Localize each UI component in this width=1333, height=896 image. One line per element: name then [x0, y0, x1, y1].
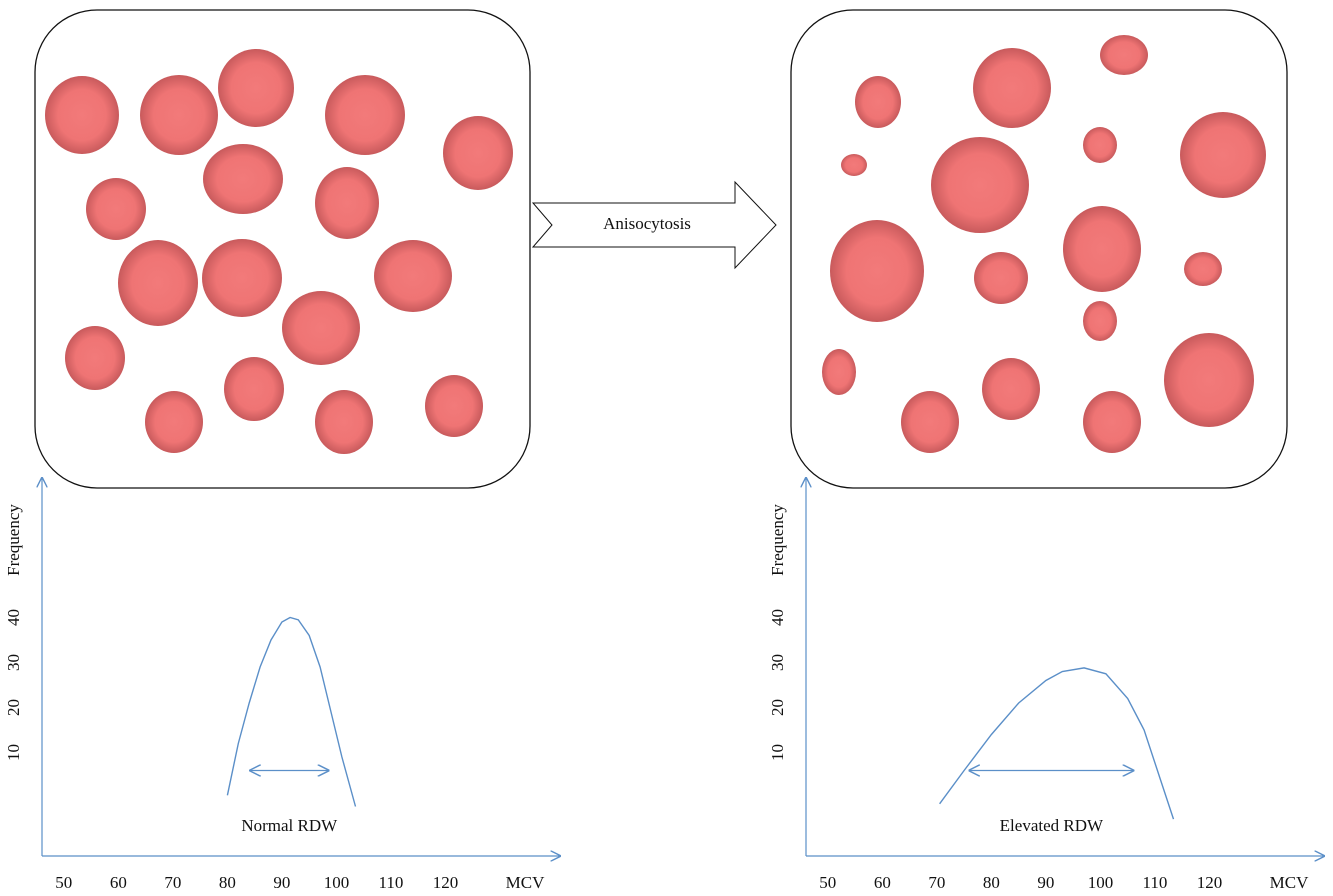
red-blood-cell: [1180, 112, 1266, 198]
red-blood-cell: [1063, 206, 1141, 292]
red-blood-cell: [1184, 252, 1222, 286]
red-blood-cell: [973, 48, 1051, 128]
red-blood-cell: [982, 358, 1040, 420]
red-blood-cell: [218, 49, 294, 127]
y-tick-label: 10: [4, 744, 23, 761]
y-axis-label: Frequency: [4, 504, 23, 576]
x-tick-label: 90: [273, 873, 290, 892]
red-blood-cell: [65, 326, 125, 390]
x-axis-label: MCV: [506, 873, 545, 892]
x-tick-label: 50: [819, 873, 836, 892]
x-tick-label: 110: [379, 873, 404, 892]
red-blood-cell: [325, 75, 405, 155]
x-tick-label: 60: [110, 873, 127, 892]
red-blood-cell: [1083, 301, 1117, 341]
red-blood-cell: [1083, 391, 1141, 453]
red-blood-cell: [374, 240, 452, 312]
red-blood-cell: [45, 76, 119, 154]
annotation: Normal RDW: [241, 816, 338, 835]
red-blood-cell: [830, 220, 924, 322]
annotation: Elevated RDW: [1000, 816, 1104, 835]
x-tick-label: 80: [219, 873, 236, 892]
y-axis-label: Frequency: [768, 504, 787, 576]
y-tick-label: 40: [4, 609, 23, 626]
y-tick-label: 20: [4, 699, 23, 716]
red-blood-cell: [931, 137, 1029, 233]
x-tick-label: 90: [1037, 873, 1054, 892]
y-tick-label: 30: [768, 654, 787, 671]
x-tick-label: 60: [874, 873, 891, 892]
y-tick-label: 30: [4, 654, 23, 671]
red-blood-cell: [841, 154, 867, 176]
x-tick-label: 70: [928, 873, 945, 892]
x-tick-label: 100: [324, 873, 350, 892]
red-blood-cell: [202, 239, 282, 317]
red-blood-cell: [203, 144, 283, 214]
red-blood-cell: [822, 349, 856, 395]
red-blood-cell: [315, 167, 379, 239]
x-tick-label: 80: [983, 873, 1000, 892]
x-axis-label: MCV: [1270, 873, 1309, 892]
x-tick-label: 110: [1143, 873, 1168, 892]
red-blood-cell: [118, 240, 198, 326]
frequency-curve: [227, 618, 355, 807]
red-blood-cell: [901, 391, 959, 453]
y-tick-label: 20: [768, 699, 787, 716]
red-blood-cell: [974, 252, 1028, 304]
arrow-label: Anisocytosis: [603, 214, 691, 233]
x-tick-label: 100: [1088, 873, 1114, 892]
red-blood-cell: [1083, 127, 1117, 163]
x-tick-label: 120: [433, 873, 459, 892]
red-blood-cell: [140, 75, 218, 155]
red-blood-cell: [224, 357, 284, 421]
y-tick-label: 10: [768, 744, 787, 761]
red-blood-cell: [1100, 35, 1148, 75]
red-blood-cell: [145, 391, 203, 453]
y-tick-label: 40: [768, 609, 787, 626]
red-blood-cell: [282, 291, 360, 365]
red-blood-cell: [86, 178, 146, 240]
red-blood-cell: [855, 76, 901, 128]
red-blood-cell: [1164, 333, 1254, 427]
figure: Anisocytosis 50 60 70 80 90 100 110 120 10 20 30 40…: [0, 0, 1333, 896]
red-blood-cell: [425, 375, 483, 437]
x-tick-label: 120: [1197, 873, 1223, 892]
red-blood-cell: [443, 116, 513, 190]
frequency-curve: [940, 668, 1174, 819]
x-tick-label: 70: [164, 873, 181, 892]
red-blood-cell: [315, 390, 373, 454]
x-tick-label: 50: [55, 873, 72, 892]
